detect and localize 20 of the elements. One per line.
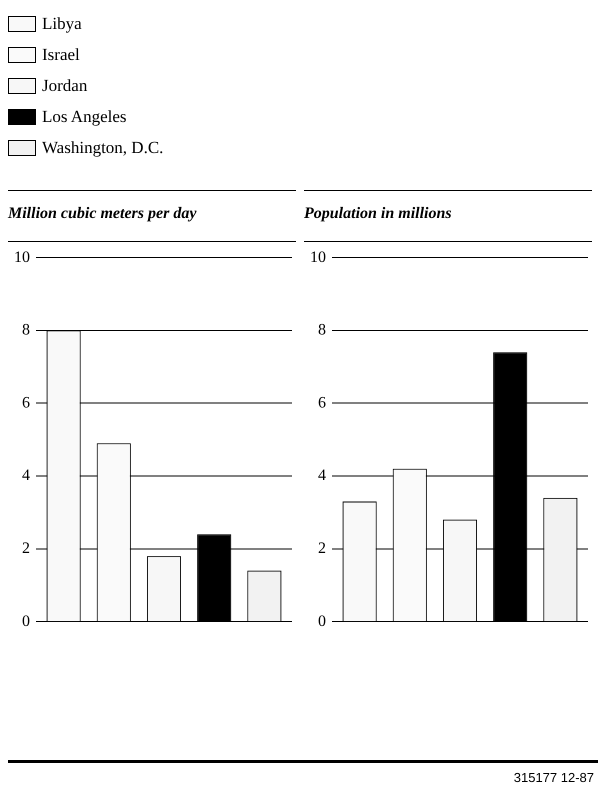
y-tick-label: 6 bbox=[22, 394, 30, 412]
legend-label: Los Angeles bbox=[42, 106, 127, 126]
y-tick-label: 10 bbox=[14, 248, 30, 266]
legend-label: Washington, D.C. bbox=[42, 138, 164, 158]
y-tick-label: 2 bbox=[318, 540, 326, 558]
y-tick-label: 4 bbox=[22, 467, 30, 484]
y-tick-label: 8 bbox=[318, 322, 326, 339]
y-tick-label: 8 bbox=[22, 322, 30, 339]
chart-title: Million cubic meters per day bbox=[8, 190, 296, 242]
y-tick-label: 2 bbox=[22, 540, 30, 558]
legend-label: Libya bbox=[42, 14, 82, 34]
text: 315177 12-87 bbox=[514, 770, 594, 785]
legend-label: Israel bbox=[42, 44, 80, 64]
y-tick-label: 6 bbox=[318, 394, 326, 412]
y-tick-label: 0 bbox=[318, 612, 326, 630]
chart-title: Population in millions bbox=[304, 190, 592, 242]
y-tick-label: 0 bbox=[22, 612, 30, 630]
y-tick-label: 4 bbox=[318, 467, 326, 484]
legend-label: Jordan bbox=[42, 76, 88, 96]
y-tick-label: 10 bbox=[310, 248, 326, 266]
